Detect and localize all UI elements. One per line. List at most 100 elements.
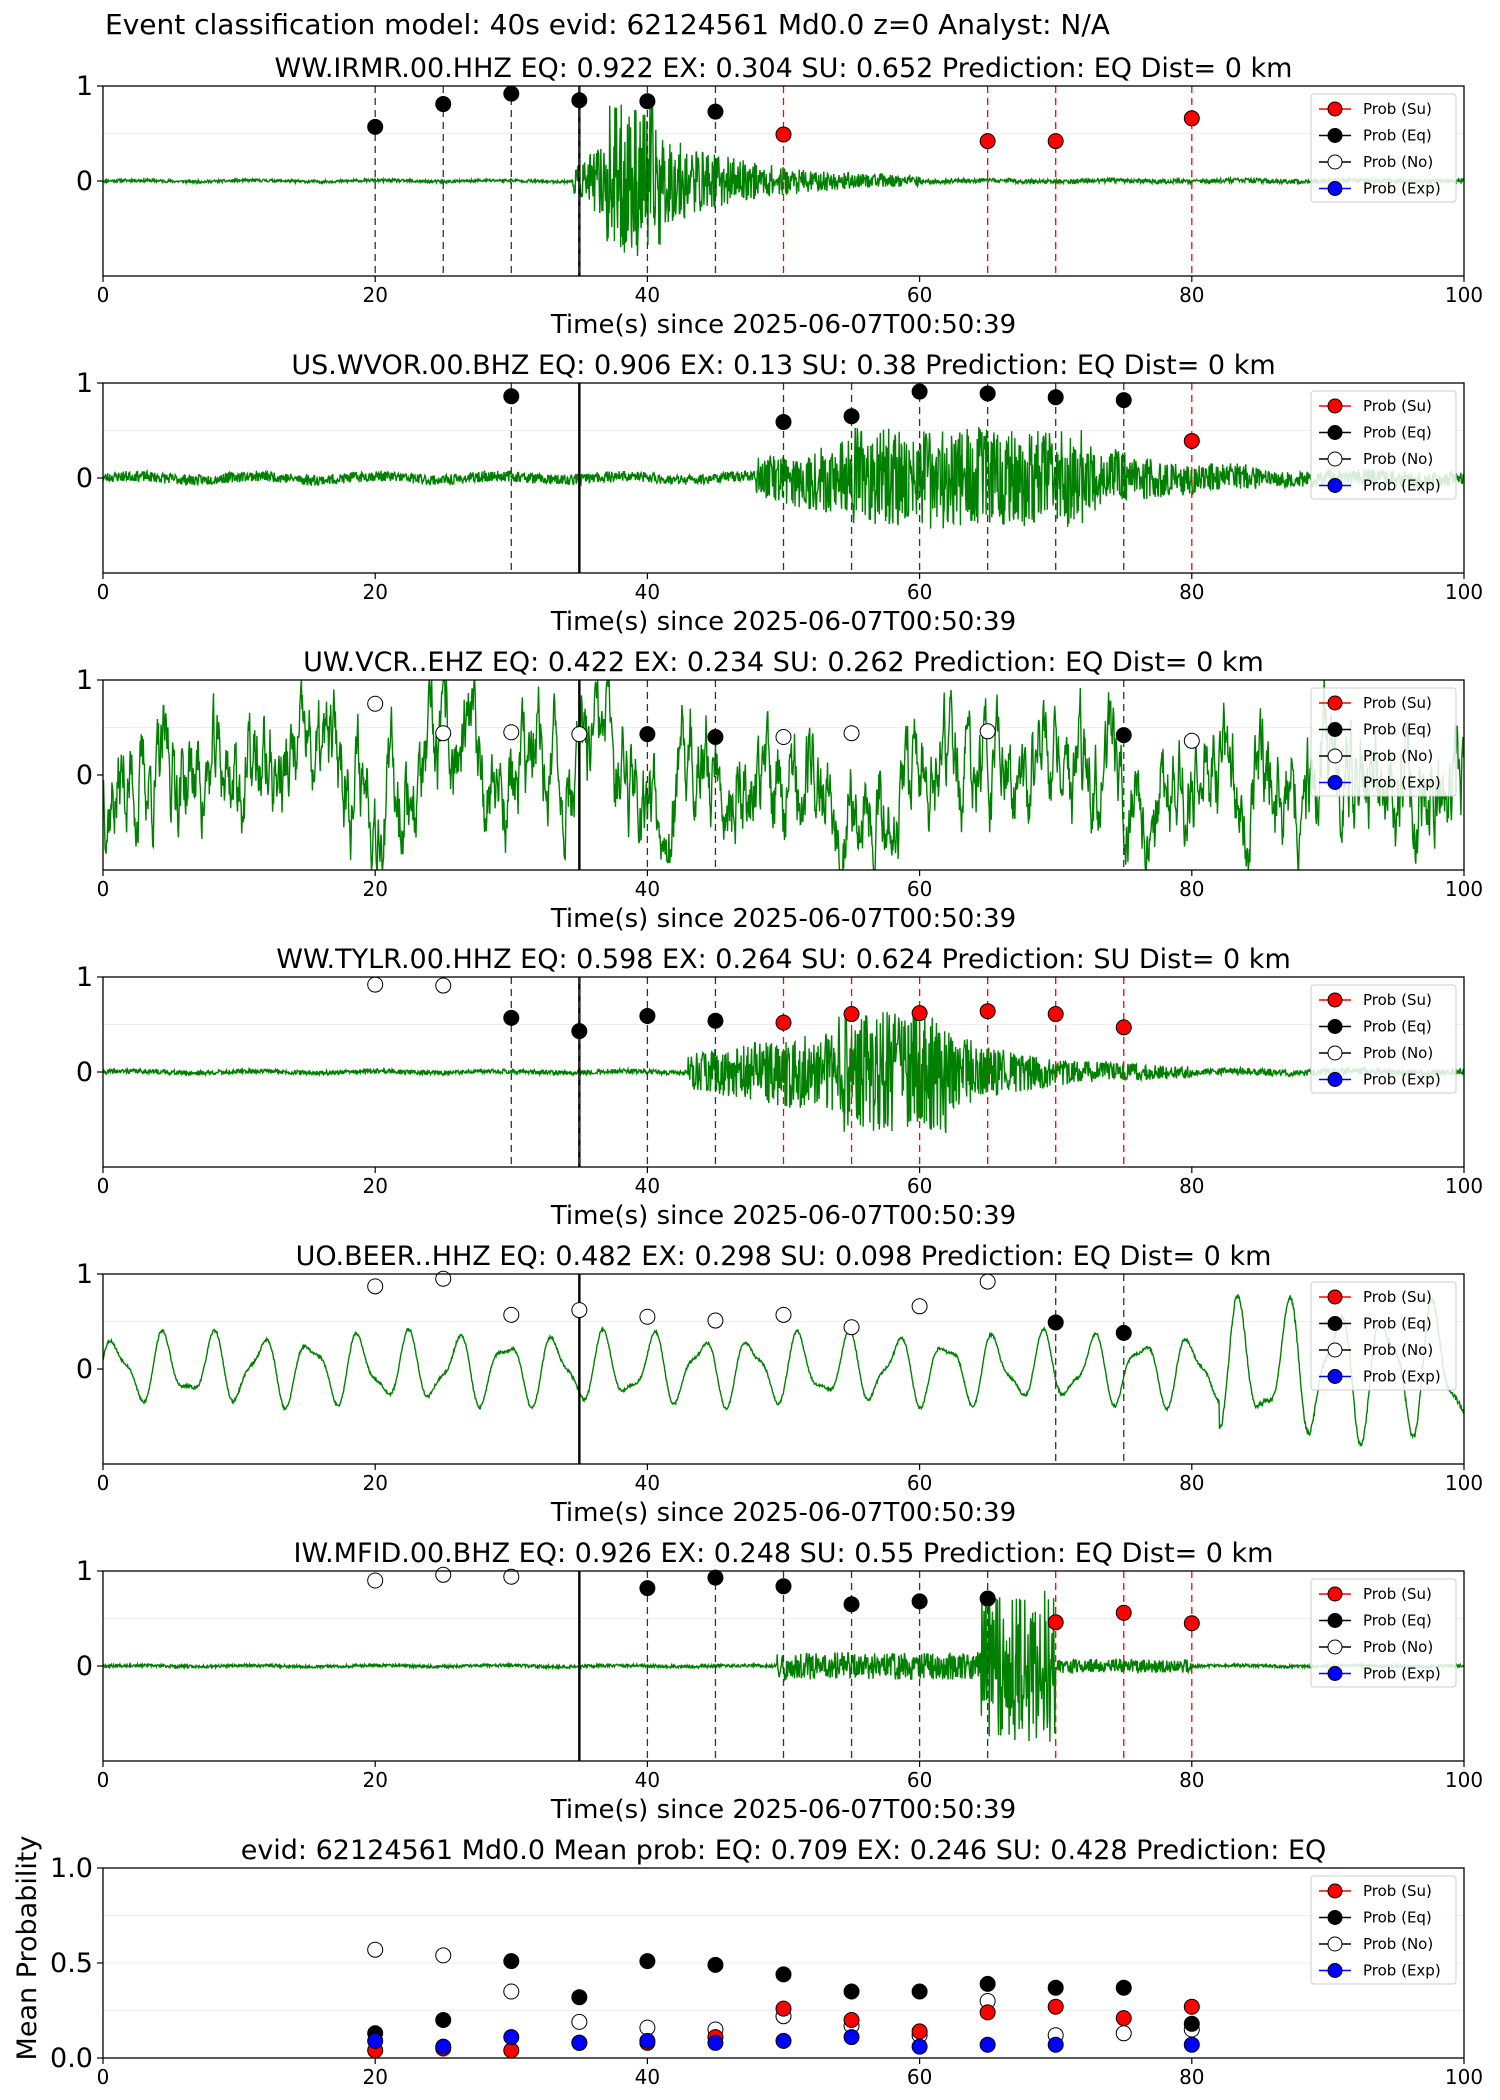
legend-marker-su: [1327, 398, 1343, 414]
panel-mean-probability: evid: 62124561 Md0.0 Mean prob: EQ: 0.70…: [12, 1835, 1483, 2089]
x-tick-label: 20: [362, 1768, 387, 1792]
prob-point-eq: [571, 92, 588, 109]
x-tick-label: 80: [1179, 580, 1204, 604]
legend-marker-no: [1327, 1342, 1343, 1358]
prob-point-no: [775, 1306, 792, 1323]
prob-point-eq: [503, 85, 520, 102]
y-tick-label: 0: [76, 1651, 93, 1682]
legend-label: Prob (Eq): [1363, 127, 1432, 145]
legend-box: [1310, 1281, 1457, 1391]
waveform-trace: [103, 1294, 1464, 1447]
mean-point-eq: [775, 1966, 792, 1983]
mean-point-no: [503, 1983, 520, 2000]
legend-label: Prob (Eq): [1363, 424, 1432, 442]
legend-marker-eq: [1327, 128, 1343, 143]
prob-point-no: [979, 1273, 996, 1290]
waveform-trace: [103, 680, 1464, 870]
mean-point-no: [367, 1941, 384, 1958]
x-axis-label: Time(s) since 2025-06-07T00:50:39: [550, 1795, 1016, 1825]
x-tick-label: 100: [1445, 580, 1483, 604]
mean-point-exp: [367, 2032, 384, 2049]
panel-1: WW.IRMR.00.HHZ EQ: 0.922 EX: 0.304 SU: 0…: [76, 53, 1483, 340]
x-tick-label: 20: [362, 1471, 387, 1495]
x-tick-label: 60: [907, 1174, 932, 1198]
legend: Prob (Su) Prob (Eq) Prob (No) Prob (Exp): [1310, 1875, 1457, 1985]
y-tick-label: 0: [76, 1057, 93, 1088]
mean-point-exp: [911, 2038, 928, 2055]
prob-point-eq: [979, 1590, 996, 1607]
legend-label: Prob (Exp): [1363, 774, 1441, 792]
y-tick-label: 0: [76, 1354, 93, 1385]
prob-point-no: [979, 723, 996, 740]
x-tick-label: 0: [97, 1768, 110, 1792]
figure-title: Event classification model: 40s evid: 62…: [105, 8, 1110, 41]
x-tick-label: 80: [1179, 1471, 1204, 1495]
legend-marker-exp: [1327, 1963, 1343, 1978]
mean-point-eq: [1047, 1979, 1064, 1996]
legend-marker-eq: [1327, 1613, 1343, 1628]
prob-point-eq: [639, 1580, 656, 1597]
legend-label: Prob (Eq): [1363, 1315, 1432, 1333]
legend-label: Prob (Exp): [1363, 1962, 1441, 1980]
x-tick-label: 60: [907, 580, 932, 604]
waveform-trace: [103, 426, 1464, 529]
legend-marker-no: [1327, 1639, 1343, 1655]
x-tick-label: 60: [907, 1768, 932, 1792]
x-axis-label: Time(s) since 2025-06-07T00:50:39: [550, 1201, 1016, 1231]
legend: Prob (Su) Prob (Eq) Prob (No) Prob (Exp): [1310, 390, 1457, 500]
legend-marker-eq: [1327, 425, 1343, 440]
legend-label: Prob (Eq): [1363, 1612, 1432, 1630]
mean-point-su: [979, 2004, 996, 2021]
mean-point-su: [1115, 2010, 1132, 2027]
legend-label: Prob (Su): [1363, 100, 1432, 118]
prob-point-su: [979, 1003, 996, 1020]
y-tick-label: 1: [76, 665, 93, 696]
y-tick-label: 0.5: [50, 1948, 93, 1979]
legend-marker-no: [1327, 451, 1343, 467]
prob-point-no: [435, 725, 452, 742]
y-tick-label: 1: [76, 368, 93, 399]
legend-box: [1310, 984, 1457, 1094]
x-tick-label: 40: [635, 1174, 660, 1198]
x-tick-label: 0: [97, 283, 110, 307]
y-tick-label: 0: [76, 166, 93, 197]
mean-point-eq: [707, 1956, 724, 1973]
prob-point-eq: [911, 383, 928, 400]
prob-point-su: [979, 133, 996, 150]
mean-point-exp: [707, 2034, 724, 2051]
prob-point-su: [1047, 133, 1064, 150]
legend: Prob (Su) Prob (Eq) Prob (No) Prob (Exp): [1310, 1281, 1457, 1391]
legend: Prob (Su) Prob (Eq) Prob (No) Prob (Exp): [1310, 93, 1457, 203]
x-tick-label: 20: [362, 2065, 387, 2089]
prob-point-su: [1183, 432, 1200, 449]
prob-point-no: [367, 976, 384, 993]
prob-point-eq: [707, 1569, 724, 1586]
mean-point-exp: [979, 2036, 996, 2053]
legend-label: Prob (Exp): [1363, 1071, 1441, 1089]
legend-label: Prob (Exp): [1363, 1665, 1441, 1683]
prob-point-eq: [639, 93, 656, 110]
legend-marker-su: [1327, 992, 1343, 1008]
mean-point-eq: [503, 1953, 520, 1970]
legend-label: Prob (Eq): [1363, 721, 1432, 739]
panel-title: US.WVOR.00.BHZ EQ: 0.906 EX: 0.13 SU: 0.…: [291, 350, 1275, 381]
legend-marker-no: [1327, 1936, 1343, 1952]
mean-point-exp: [571, 2034, 588, 2051]
legend-marker-su: [1327, 1586, 1343, 1602]
y-tick-label: 1: [76, 962, 93, 993]
legend-label: Prob (No): [1363, 1044, 1433, 1062]
x-tick-label: 40: [635, 2065, 660, 2089]
mean-point-exp: [775, 2032, 792, 2049]
prob-point-eq: [707, 729, 724, 745]
y-tick-label: 0: [76, 760, 93, 791]
panel-title: WW.TYLR.00.HHZ EQ: 0.598 EX: 0.264 SU: 0…: [276, 944, 1291, 975]
legend-label: Prob (Su): [1363, 397, 1432, 415]
x-tick-label: 0: [97, 2065, 110, 2089]
legend-marker-no: [1327, 1045, 1343, 1061]
x-tick-label: 40: [635, 1768, 660, 1792]
mean-point-eq: [571, 1989, 588, 2006]
legend-marker-su: [1327, 695, 1343, 711]
legend-marker-exp: [1327, 775, 1343, 790]
x-axis-label: Time(s) since 2025-06-07T00:50:39: [550, 310, 1016, 340]
